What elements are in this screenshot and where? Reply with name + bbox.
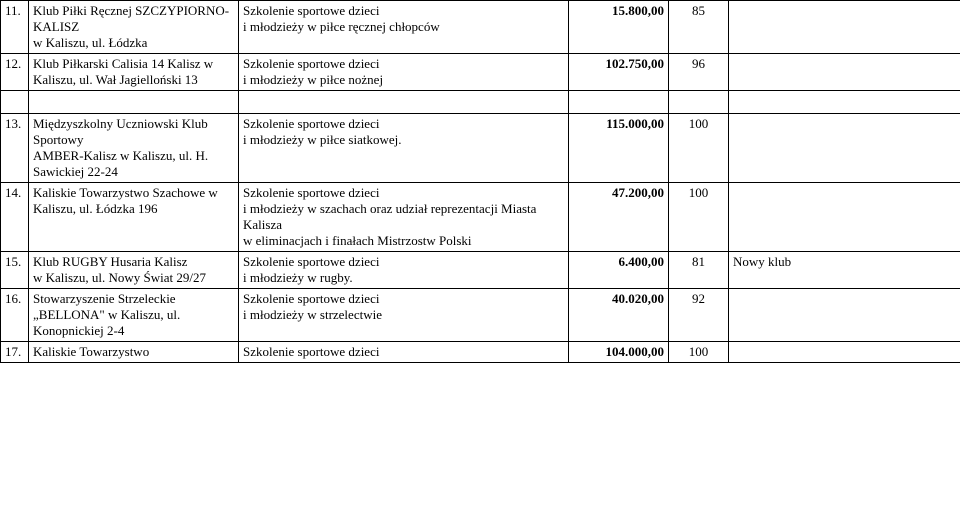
- description: Szkolenie sportowe dziecii młodzieży w s…: [239, 289, 569, 342]
- score: 100: [669, 114, 729, 183]
- note: [729, 114, 960, 183]
- table-row: 17.Kaliskie TowarzystwoSzkolenie sportow…: [1, 342, 960, 363]
- organization: Klub Piłkarski Calisia 14 Kalisz w Kalis…: [29, 54, 239, 91]
- row-number: 14.: [1, 183, 29, 252]
- grants-table: 11.Klub Piłki Ręcznej SZCZYPIORNO-KALISZ…: [0, 0, 960, 363]
- spacer-cell: [569, 91, 669, 114]
- row-number: 17.: [1, 342, 29, 363]
- spacer-cell: [729, 91, 960, 114]
- spacer-cell: [239, 91, 569, 114]
- amount: 104.000,00: [569, 342, 669, 363]
- organization: Kaliskie Towarzystwo Szachowe w Kaliszu,…: [29, 183, 239, 252]
- table-row: 15.Klub RUGBY Husaria Kaliszw Kaliszu, u…: [1, 252, 960, 289]
- note: [729, 54, 960, 91]
- description: Szkolenie sportowe dziecii młodzieży w p…: [239, 114, 569, 183]
- organization: Klub Piłki Ręcznej SZCZYPIORNO-KALISZw K…: [29, 1, 239, 54]
- table-row: 16.Stowarzyszenie Strzeleckie „BELLONA" …: [1, 289, 960, 342]
- organization: Klub RUGBY Husaria Kaliszw Kaliszu, ul. …: [29, 252, 239, 289]
- organization: Stowarzyszenie Strzeleckie „BELLONA" w K…: [29, 289, 239, 342]
- score: 96: [669, 54, 729, 91]
- row-number: 11.: [1, 1, 29, 54]
- amount: 102.750,00: [569, 54, 669, 91]
- spacer-cell: [669, 91, 729, 114]
- row-number: 16.: [1, 289, 29, 342]
- row-number: 12.: [1, 54, 29, 91]
- note: [729, 342, 960, 363]
- score: 85: [669, 1, 729, 54]
- score: 81: [669, 252, 729, 289]
- spacer-cell: [1, 91, 29, 114]
- table-row: 11.Klub Piłki Ręcznej SZCZYPIORNO-KALISZ…: [1, 1, 960, 54]
- description: Szkolenie sportowe dzieci: [239, 342, 569, 363]
- amount: 15.800,00: [569, 1, 669, 54]
- note: [729, 183, 960, 252]
- amount: 47.200,00: [569, 183, 669, 252]
- score: 92: [669, 289, 729, 342]
- description: Szkolenie sportowe dziecii młodzieży w p…: [239, 1, 569, 54]
- row-number: 15.: [1, 252, 29, 289]
- note: [729, 289, 960, 342]
- table-row: 12.Klub Piłkarski Calisia 14 Kalisz w Ka…: [1, 54, 960, 91]
- spacer-cell: [29, 91, 239, 114]
- description: Szkolenie sportowe dziecii młodzieży w r…: [239, 252, 569, 289]
- spacer-row: [1, 91, 960, 114]
- table-row: 13.Międzyszkolny Uczniowski Klub Sportow…: [1, 114, 960, 183]
- score: 100: [669, 342, 729, 363]
- description: Szkolenie sportowe dziecii młodzieży w s…: [239, 183, 569, 252]
- note: [729, 1, 960, 54]
- amount: 115.000,00: [569, 114, 669, 183]
- note: Nowy klub: [729, 252, 960, 289]
- description: Szkolenie sportowe dziecii młodzieży w p…: [239, 54, 569, 91]
- organization: Kaliskie Towarzystwo: [29, 342, 239, 363]
- table-row: 14.Kaliskie Towarzystwo Szachowe w Kalis…: [1, 183, 960, 252]
- score: 100: [669, 183, 729, 252]
- amount: 40.020,00: [569, 289, 669, 342]
- row-number: 13.: [1, 114, 29, 183]
- amount: 6.400,00: [569, 252, 669, 289]
- organization: Międzyszkolny Uczniowski Klub SportowyAM…: [29, 114, 239, 183]
